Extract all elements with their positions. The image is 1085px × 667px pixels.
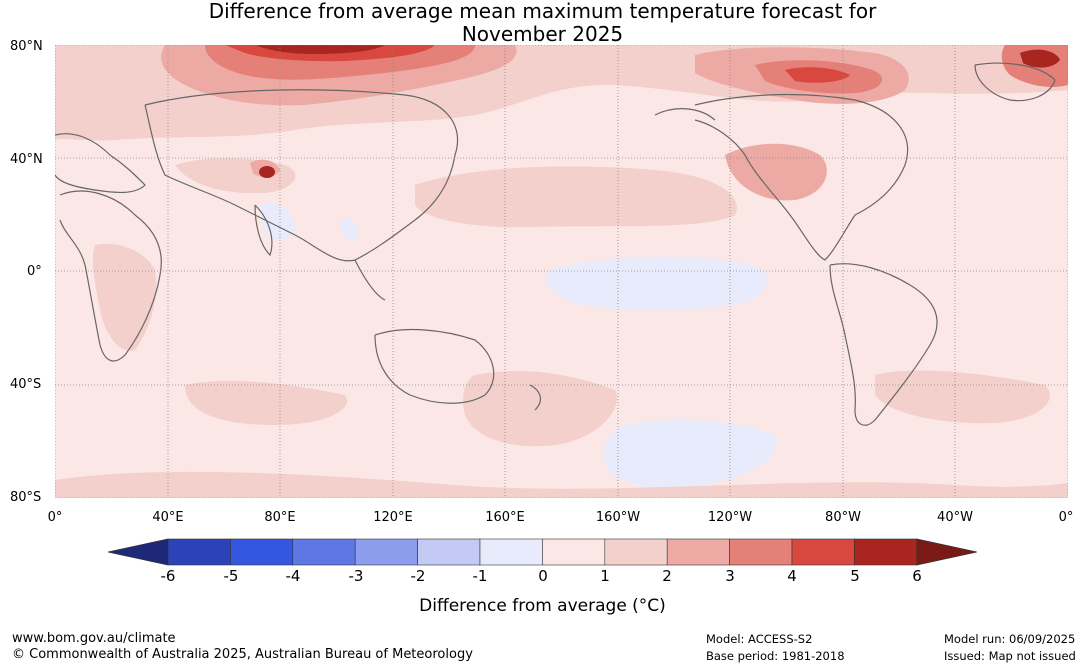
coastline-india	[254, 204, 273, 257]
footer-model-run: Model run: 06/09/2025	[944, 632, 1076, 646]
anomaly-region-canada-peak	[785, 67, 850, 83]
colorbar-tick-label: -2	[410, 567, 426, 585]
colorbar-tick-label: -6	[160, 567, 176, 585]
colorbar-tick-label: -5	[223, 567, 239, 585]
coastline-alaska	[654, 108, 716, 121]
colorbar-swatch	[542, 538, 606, 566]
colorbar-swatch	[479, 538, 543, 566]
colorbar-tick-label: 3	[725, 567, 735, 585]
colorbar-tick-label: 4	[787, 567, 797, 585]
coastline-north-america	[694, 93, 909, 261]
lon-label-40w: 40°W	[937, 510, 973, 525]
lat-label-40s: 40°S	[10, 377, 42, 392]
lat-label-0: 0°	[27, 264, 42, 279]
title-line-2: November 2025	[461, 22, 624, 46]
coastline-asia	[144, 89, 459, 262]
lon-label-120w: 120°W	[707, 510, 753, 525]
colorbar-tick-label: -4	[285, 567, 301, 585]
coastline-southeast-asia	[354, 259, 386, 301]
colorbar-tick-label: 2	[662, 567, 672, 585]
anomaly-region-north-pacific	[415, 166, 737, 228]
anomaly-region-south-china-sea	[340, 218, 358, 242]
coastlines	[55, 62, 1056, 426]
anomaly-region-antarctic-band	[55, 471, 1068, 498]
lat-label-80n: 80°N	[10, 39, 43, 54]
anomaly-region-africa	[92, 243, 157, 351]
colorbar-swatch	[292, 538, 356, 566]
graticule	[55, 45, 1068, 498]
colorbar-extend-low	[108, 538, 169, 566]
colorbar-tick-label: 1	[600, 567, 610, 585]
footer-url[interactable]: www.bom.gov.au/climate	[12, 631, 176, 646]
lat-label-40n: 40°N	[10, 152, 43, 167]
footer-base-period: Base period: 1981-2018	[706, 649, 845, 663]
coastline-africa	[59, 190, 162, 362]
lon-label-80w: 80°W	[825, 510, 861, 525]
colorbar-tick-label: 5	[850, 567, 860, 585]
footer-issued: Issued: Map not issued	[944, 649, 1076, 663]
lat-label-80s: 80°S	[10, 490, 42, 505]
anomaly-map	[55, 45, 1068, 498]
colorbar-tick-label: -3	[348, 567, 364, 585]
colorbar-tick-label: 0	[538, 567, 548, 585]
footer-copyright: © Commonwealth of Australia 2025, Austra…	[12, 647, 473, 662]
colorbar-swatch	[604, 538, 668, 566]
lon-label-80e: 80°E	[264, 510, 296, 525]
colorbar-tick-label: -1	[472, 567, 488, 585]
coastline-greenland	[974, 62, 1056, 102]
lon-label-40e: 40°E	[152, 510, 184, 525]
lon-label-0-right: 0°	[1058, 510, 1074, 525]
lon-label-0-left: 0°	[47, 510, 63, 525]
colorbar-title: Difference from average (°C)	[419, 596, 666, 616]
anomaly-region-south-indian	[185, 380, 347, 425]
coastline-south-america	[829, 263, 938, 426]
anomaly-region-south-atlantic	[875, 370, 1050, 424]
anomaly-region-south-pacific	[463, 370, 617, 447]
colorbar-swatch	[854, 538, 918, 566]
colorbar-swatch	[417, 538, 481, 566]
coastline-europe	[55, 133, 146, 193]
colorbar-swatch	[230, 538, 294, 566]
colorbar-swatch	[167, 538, 231, 566]
anomaly-region-tibet-peak	[259, 166, 275, 178]
lon-label-160w: 160°W	[595, 510, 641, 525]
colorbar-swatch	[666, 538, 730, 566]
lon-label-160e: 160°E	[485, 510, 525, 525]
colorbar-extend-high	[916, 538, 977, 566]
colorbar-swatch	[791, 538, 855, 566]
anomaly-region-us-west	[725, 143, 827, 201]
footer-model: Model: ACCESS-S2	[706, 632, 813, 646]
colorbar-swatch	[729, 538, 793, 566]
colorbar-swatch	[354, 538, 418, 566]
coastline-australia	[374, 328, 495, 404]
colorbar-tick-label: 6	[912, 567, 922, 585]
map-title: Difference from average mean maximum tem…	[0, 0, 1085, 46]
coastline-new-zealand	[529, 384, 542, 411]
anomaly-region-southern-ocean-cool	[603, 419, 777, 489]
anomaly-region-greenland-core	[1020, 49, 1060, 68]
title-line-1: Difference from average mean maximum tem…	[208, 0, 877, 23]
anomaly-region-equatorial-pacific	[546, 256, 768, 311]
colorbar	[108, 538, 977, 566]
lon-label-120e: 120°E	[373, 510, 413, 525]
anomaly-region-siberia-max	[255, 45, 385, 54]
